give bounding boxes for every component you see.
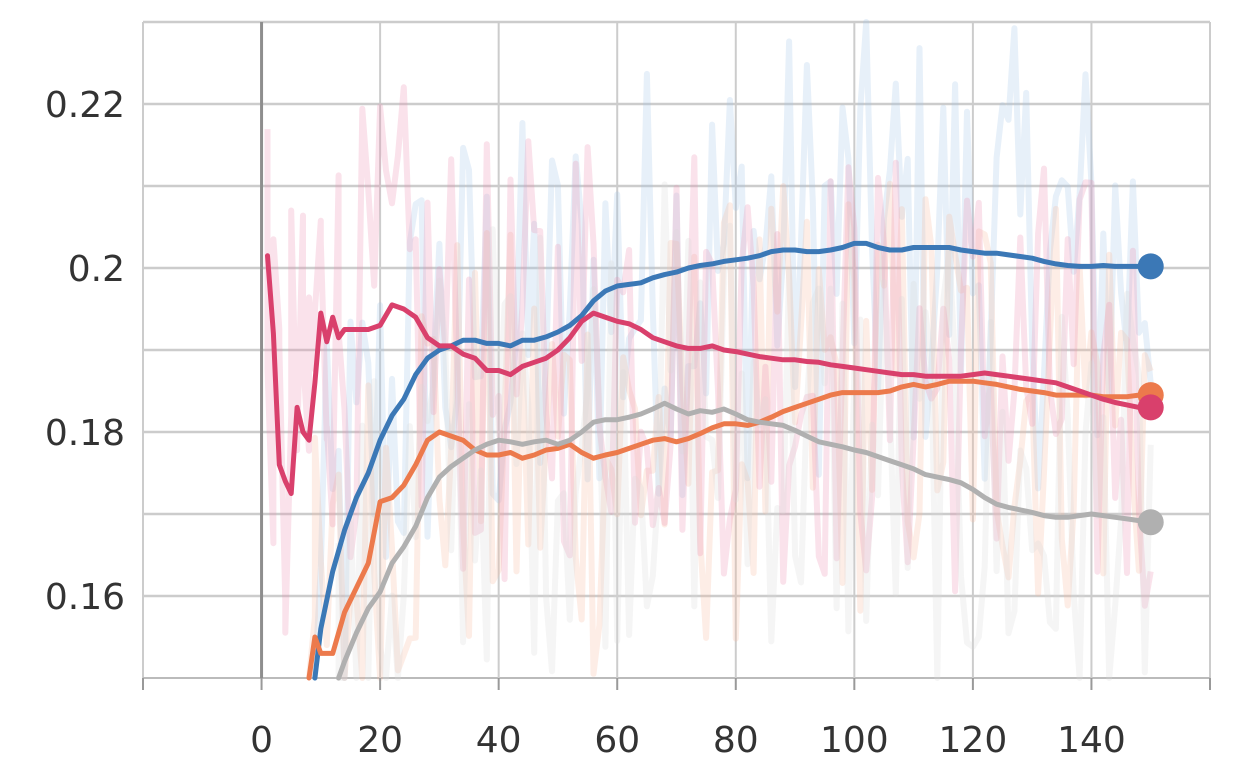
- series-end-marker: [1137, 253, 1164, 280]
- x-tick-label: 140: [1057, 720, 1126, 761]
- smoothed-series-layer: [265, 240, 1154, 681]
- x-tick-label: 0: [250, 720, 273, 761]
- y-tick-label: 0.18: [45, 413, 125, 454]
- x-tick-label: 80: [713, 720, 759, 761]
- raw-series-line: [335, 181, 1154, 681]
- series-end-marker: [1137, 394, 1164, 421]
- x-tick-label: 120: [939, 720, 1008, 761]
- y-tick-label: 0.2: [68, 249, 125, 290]
- x-tick-label: 20: [357, 720, 403, 761]
- smoothed-series-line: [265, 253, 1154, 496]
- smoothed-series-line: [306, 378, 1154, 681]
- series-end-marker: [1137, 509, 1164, 536]
- x-tick-label: 40: [476, 720, 522, 761]
- raw-series-line: [306, 180, 1154, 681]
- smoothed-series-line: [336, 400, 1154, 681]
- x-tick-label: 100: [820, 720, 889, 761]
- x-tick-label: 60: [594, 720, 640, 761]
- end-markers-layer: [1137, 253, 1164, 536]
- tick-labels-layer: 0.16 0.18 0.2 0.22 0 20 40 60 80 100 120 140: [45, 85, 1126, 761]
- y-tick-label: 0.16: [45, 577, 125, 618]
- y-tick-label: 0.22: [45, 85, 125, 126]
- grid: [142, 20, 1211, 679]
- ticks-layer: [142, 678, 1211, 690]
